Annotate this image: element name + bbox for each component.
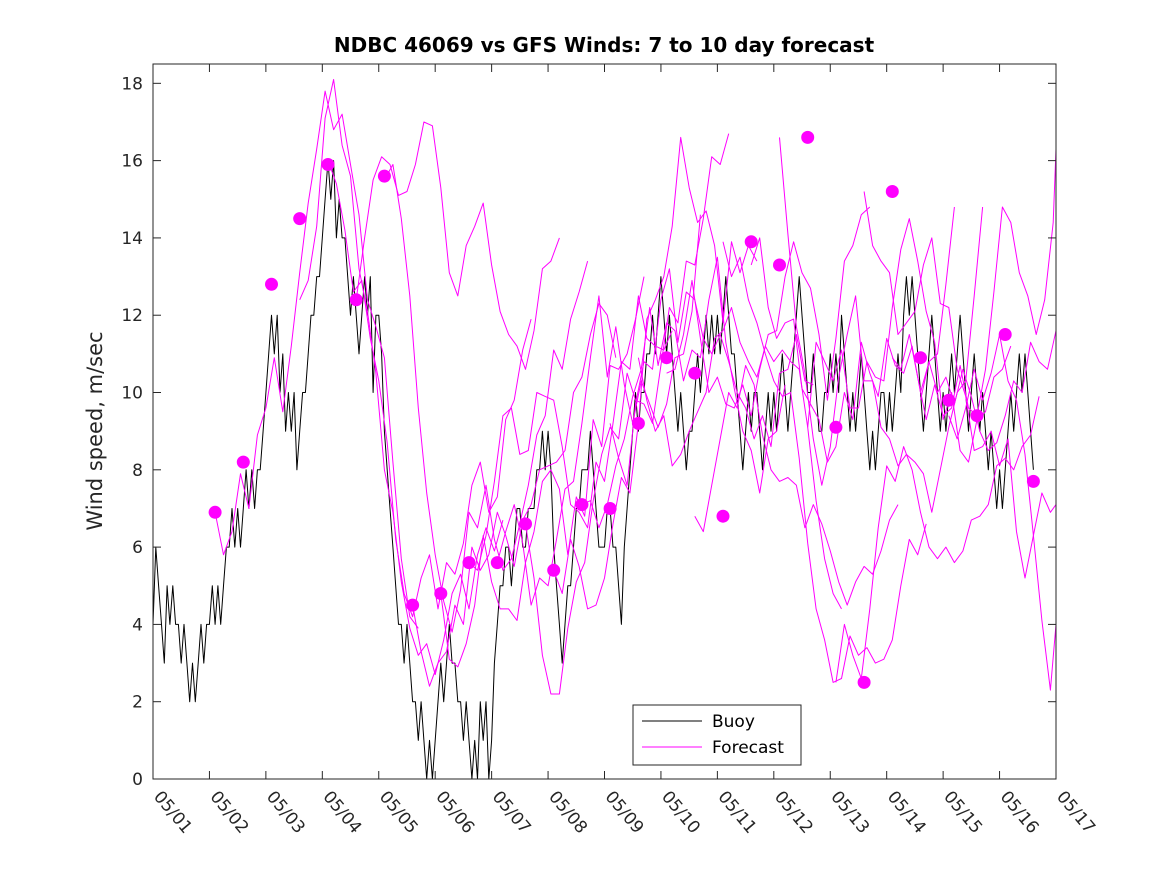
forecast-series-line-23 (891, 148, 1057, 421)
y-tick-label-3: 6 (132, 538, 143, 558)
forecast-series-line-9 (496, 214, 701, 606)
forecast-marker-28 (998, 328, 1012, 341)
forecast-marker-26 (942, 393, 956, 407)
y-tick-label-1: 2 (132, 693, 143, 713)
forecast-marker-25 (914, 351, 927, 365)
forecast-series-line-2 (299, 79, 504, 676)
forecast-series-line-10 (525, 133, 730, 695)
forecast-series-line-3 (327, 160, 532, 618)
y-tick-label-4: 8 (132, 461, 143, 481)
x-tick-label-13: 05/14 (883, 787, 930, 837)
forecast-marker-0 (208, 505, 222, 519)
forecast-series-line-22 (863, 191, 1057, 579)
forecast-marker-4 (321, 158, 335, 171)
forecast-marker-7 (406, 598, 420, 612)
forecast-series-line-15 (666, 206, 871, 417)
axes-layer: 0 2 4 6 8 10 12 14 16 18 05/01 05/02 05/03 05/04 05/05… (121, 64, 1099, 838)
forecast-marker-8 (434, 587, 448, 600)
series-layer (152, 79, 1057, 780)
legend-forecast-label: Forecast (712, 738, 784, 758)
x-tick-label-15: 05/16 (996, 787, 1043, 837)
y-tick-label-9: 18 (121, 74, 143, 94)
x-tick-label-6: 05/07 (488, 787, 535, 837)
x-tick-label-0: 05/01 (149, 787, 196, 837)
y-tick-label-7: 14 (121, 229, 143, 249)
x-tick-label-1: 05/02 (206, 787, 253, 837)
forecast-marker-21 (801, 130, 815, 144)
y-tick-label-8: 16 (121, 152, 143, 172)
x-tick-label-4: 05/05 (375, 787, 422, 837)
forecast-marker-15 (631, 416, 645, 430)
forecast-series-line-4 (355, 121, 560, 370)
forecast-marker-16 (660, 351, 674, 365)
forecast-marker-18 (716, 509, 730, 523)
forecast-series-line-25 (948, 334, 1057, 691)
forecast-marker-27 (970, 409, 984, 423)
forecast-series-line-8 (468, 295, 673, 571)
x-tick-label-11: 05/12 (770, 787, 817, 837)
forecast-marker-29 (1026, 474, 1040, 488)
forecast-marker-14 (603, 502, 617, 515)
x-tick-label-3: 05/04 (318, 787, 365, 837)
forecast-marker-2 (265, 277, 278, 291)
forecast-series-line-13 (609, 268, 814, 486)
forecast-marker-6 (377, 169, 391, 183)
forecast-marker-3 (293, 212, 307, 226)
forecast-series-line-11 (553, 136, 758, 610)
forecast-marker-22 (829, 420, 843, 434)
y-tick-label-0: 0 (132, 770, 143, 790)
forecast-series-line-16 (694, 365, 899, 606)
y-tick-label-6: 12 (121, 306, 143, 326)
x-tick-label-16: 05/17 (1052, 787, 1099, 837)
forecast-series-line-21 (835, 396, 1040, 683)
legend-buoy-label: Buoy (712, 712, 755, 732)
legend-box (632, 704, 802, 766)
legend: Buoy Forecast (632, 704, 802, 766)
chart-title: NDBC 46069 vs GFS Winds: 7 to 10 day for… (334, 33, 875, 57)
forecast-marker-11 (519, 517, 532, 531)
y-axis-label: Wind speed, m/sec (83, 331, 107, 530)
forecast-series-line-7 (440, 276, 645, 668)
x-tick-label-14: 05/15 (939, 787, 986, 837)
buoy-series-line (152, 160, 1034, 780)
y-tick-label-2: 4 (132, 615, 143, 635)
forecast-series-line-1 (214, 90, 419, 629)
y-tick-label-5: 10 (121, 384, 143, 404)
forecast-marker-23 (857, 675, 871, 689)
forecast-series-line-12 (581, 256, 786, 529)
x-tick-label-2: 05/03 (262, 787, 309, 837)
forecast-series-line-19 (779, 137, 984, 513)
forecast-marker-1 (236, 455, 250, 469)
forecast-marker-10 (490, 556, 504, 570)
x-tick-label-5: 05/06 (431, 787, 478, 837)
forecast-marker-13 (575, 498, 589, 512)
forecast-marker-19 (744, 235, 758, 249)
forecast-series-line-5 (383, 164, 589, 633)
forecast-marker-24 (885, 185, 899, 198)
forecast-marker-12 (547, 563, 561, 577)
x-tick-label-10: 05/11 (714, 787, 761, 837)
forecast-series-line-17 (722, 241, 927, 683)
forecast-markers (208, 130, 1040, 689)
x-tick-label-12: 05/13 (826, 787, 873, 837)
forecast-marker-17 (688, 366, 702, 380)
forecast-series-line-6 (412, 303, 617, 687)
forecast-marker-9 (462, 556, 476, 570)
x-tick-label-7: 05/08 (544, 787, 591, 837)
x-tick-label-8: 05/09 (601, 787, 648, 837)
forecast-marker-5 (349, 293, 363, 307)
forecast-series-line-24 (920, 330, 1057, 451)
forecast-marker-20 (773, 258, 786, 272)
x-tick-label-9: 05/10 (657, 787, 704, 837)
